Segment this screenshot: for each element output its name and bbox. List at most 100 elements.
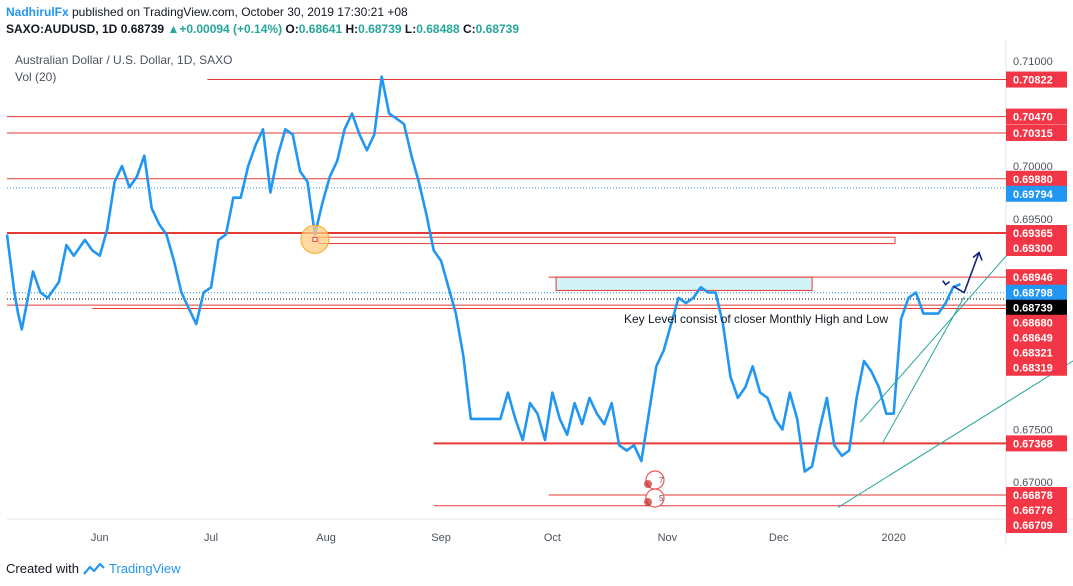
small-arrow-icon <box>941 280 951 286</box>
chart-header: NadhirulFx published on TradingView.com,… <box>0 0 1073 42</box>
projection-arrow <box>952 252 980 294</box>
y-tick-label: 0.69500 <box>1013 214 1053 226</box>
event-badge: 7 <box>644 470 665 490</box>
price-tag-box <box>1006 269 1067 286</box>
x-tick-label: Dec <box>769 532 789 544</box>
price-tag: 0.70822 <box>1006 71 1067 88</box>
close-label: C: <box>462 22 476 36</box>
tradingview-logo-icon <box>83 562 105 575</box>
price-tag-box <box>1006 359 1067 376</box>
price-tag-label: 0.69300 <box>1013 243 1053 255</box>
symbol-label: SAXO:AUDUSD, 1D <box>6 22 118 36</box>
high-label: H: <box>345 22 359 36</box>
trend-line <box>859 235 1024 423</box>
price-tag: 0.67368 <box>1006 435 1067 452</box>
price-tag-label: 0.68946 <box>1013 272 1053 284</box>
low-value: 0.68488 <box>416 22 460 36</box>
price-tag: 0.69880 <box>1006 170 1067 187</box>
chart-title: Australian Dollar / U.S. Dollar, 1D, SAX… <box>15 53 232 67</box>
low-label: L: <box>404 22 417 36</box>
author-name[interactable]: NadhirulFx <box>6 5 69 19</box>
price-tag-box <box>1006 516 1067 533</box>
price-tag: 0.68680 <box>1006 314 1067 331</box>
price-tag: 0.68321 <box>1006 344 1067 361</box>
price-tag-label: 0.66709 <box>1013 520 1053 532</box>
ohlc-bar: SAXO:AUDUSD, 1D 0.68739 ▲+0.00094 (+0.14… <box>6 22 519 36</box>
price-tag-box <box>1006 284 1067 301</box>
price-tag-label: 0.69365 <box>1013 228 1053 240</box>
last-price: 0.68739 <box>120 22 165 36</box>
trend-line <box>837 360 1073 508</box>
x-tick-label: Aug <box>316 532 336 544</box>
change-value: +0.00094 (+0.14%) <box>179 22 283 36</box>
price-tag-label: 0.66878 <box>1013 490 1053 502</box>
x-tick-label: Sep <box>431 532 451 544</box>
open-label: O: <box>285 22 299 36</box>
price-tag-label: 0.68321 <box>1013 348 1053 360</box>
price-tag-box <box>1006 314 1067 331</box>
price-tag-box <box>1006 501 1067 518</box>
price-tag-label: 0.69880 <box>1013 174 1053 186</box>
price-tag-box <box>1006 329 1067 346</box>
price-tag-label: 0.68649 <box>1013 333 1053 345</box>
price-tag-box <box>1006 71 1067 88</box>
price-tag: 0.69794 <box>1006 185 1067 202</box>
price-tag: 0.66878 <box>1006 486 1067 503</box>
volume-indicator-label: Vol (20) <box>15 70 56 84</box>
flag-icon <box>644 498 652 506</box>
flag-icon <box>644 480 652 488</box>
price-tag-box <box>1006 225 1067 242</box>
price-tag-box <box>1006 344 1067 361</box>
price-line-series <box>5 75 962 473</box>
price-tag: 0.68649 <box>1006 329 1067 346</box>
open-value: 0.68641 <box>298 22 343 36</box>
price-tag-box <box>1006 124 1067 141</box>
price-tag: 0.66709 <box>1006 516 1067 533</box>
x-tick-label: Jun <box>91 532 109 544</box>
price-tag-label: 0.67368 <box>1013 438 1053 450</box>
price-tag: 0.66776 <box>1006 501 1067 518</box>
price-tag-label: 0.68319 <box>1013 363 1053 375</box>
y-tick-label: 0.71000 <box>1013 56 1053 68</box>
price-tag-label: 0.70822 <box>1013 75 1053 87</box>
event-count: 7 <box>659 476 664 485</box>
support-box <box>318 236 896 245</box>
publish-info: NadhirulFx published on TradingView.com,… <box>6 5 408 19</box>
price-tag-box <box>1006 240 1067 257</box>
tradingview-brand[interactable]: TradingView <box>108 561 181 576</box>
price-tag: 0.69365 <box>1006 225 1067 242</box>
price-tag-label: 0.68739 <box>1013 303 1053 315</box>
created-with-text: Created with <box>6 561 79 576</box>
footer: Created with TradingView <box>6 561 181 576</box>
price-tag-label: 0.66776 <box>1013 505 1053 517</box>
price-tag-box <box>1006 185 1067 202</box>
x-tick-label: Oct <box>544 532 561 544</box>
trend-line <box>882 296 965 444</box>
anchor-handle <box>312 236 318 242</box>
price-tag: 0.68319 <box>1006 359 1067 376</box>
price-tag-box <box>1006 170 1067 187</box>
y-tick-label: 0.70000 <box>1013 161 1053 173</box>
price-tag-label: 0.70315 <box>1013 128 1053 140</box>
price-tag-box <box>1006 435 1067 452</box>
up-triangle-icon: ▲ <box>167 22 180 36</box>
event-badge: 5 <box>644 488 665 508</box>
y-tick-label: 0.67000 <box>1013 477 1053 489</box>
y-tick-label: 0.67500 <box>1013 424 1053 436</box>
price-tag-label: 0.70470 <box>1013 112 1053 124</box>
arrow-head-icon <box>972 251 983 261</box>
x-tick-label: 2020 <box>881 532 905 544</box>
price-tag: 0.69300 <box>1006 240 1067 257</box>
publish-text: published on TradingView.com, October 30… <box>68 5 408 19</box>
x-tick-label: Nov <box>658 532 678 544</box>
event-count: 5 <box>659 494 664 503</box>
price-tag: 0.68946 <box>1006 269 1067 286</box>
price-tag-box <box>1006 108 1067 125</box>
price-tag: 0.70470 <box>1006 108 1067 125</box>
price-tag-box <box>1006 299 1067 316</box>
price-tag-label: 0.69794 <box>1013 189 1054 201</box>
price-tag: 0.70315 <box>1006 124 1067 141</box>
key-level-annotation: Key Level consist of closer Monthly High… <box>624 312 888 326</box>
price-tag: 0.68739 <box>1006 299 1067 316</box>
